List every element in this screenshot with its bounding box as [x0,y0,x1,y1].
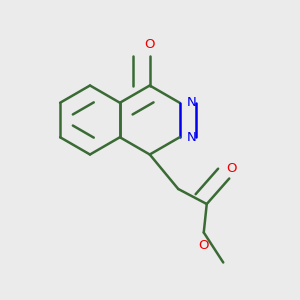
Text: O: O [226,162,237,175]
Text: N: N [187,131,197,144]
Text: N: N [187,96,197,109]
Text: O: O [145,38,155,51]
Text: O: O [199,239,209,252]
